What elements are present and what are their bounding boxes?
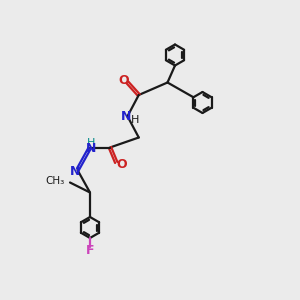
Text: N: N <box>70 165 80 178</box>
Text: F: F <box>86 244 94 257</box>
Text: N: N <box>121 110 131 123</box>
Text: H: H <box>87 137 95 148</box>
Text: O: O <box>116 158 127 171</box>
Text: CH₃: CH₃ <box>46 176 65 186</box>
Text: H: H <box>131 115 139 125</box>
Text: O: O <box>118 74 129 87</box>
Text: N: N <box>86 142 96 155</box>
